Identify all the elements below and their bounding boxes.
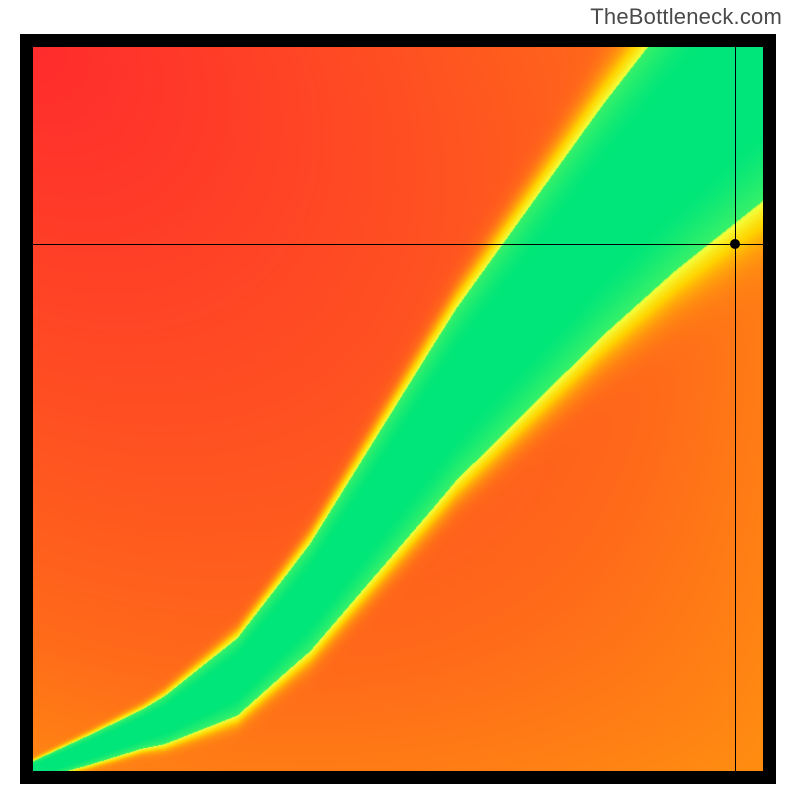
watermark-text: TheBottleneck.com: [590, 4, 782, 30]
bottleneck-heatmap: [33, 47, 763, 771]
crosshair-vertical: [735, 34, 736, 784]
crosshair-horizontal: [20, 244, 776, 245]
